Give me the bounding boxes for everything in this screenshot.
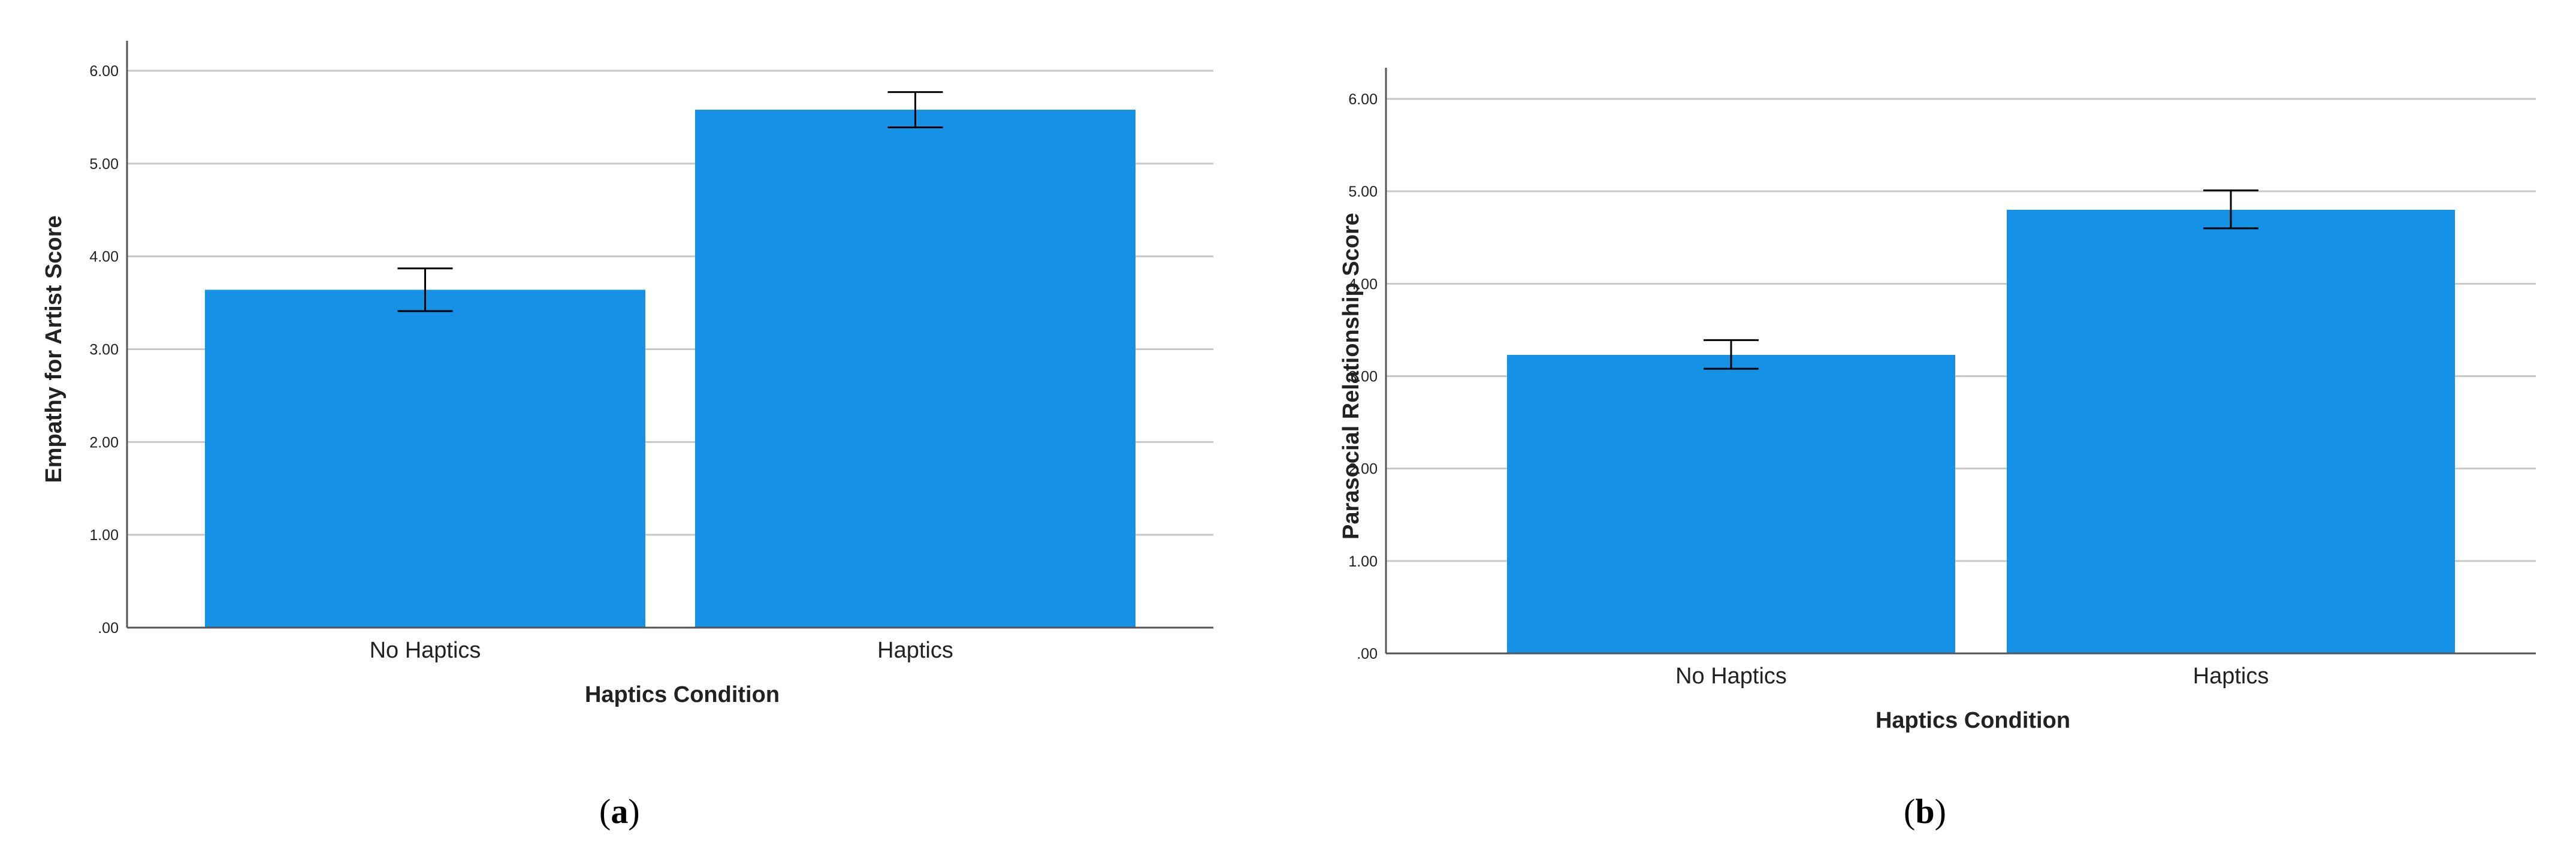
bar-haptics bbox=[2007, 210, 2455, 653]
y-tick-label: 6.00 bbox=[1348, 91, 1378, 108]
y-axis-title: Parasocial Relationship Score bbox=[1339, 213, 1364, 540]
x-category-label: No Haptics bbox=[1675, 664, 1787, 689]
caption-a: (a) bbox=[599, 792, 640, 831]
chart-a-svg: .00 1.00 2.00 3.00 4.00 5.00 6.00 No Haptics Hap… bbox=[41, 41, 1213, 707]
y-tick-label: 5.00 bbox=[89, 156, 119, 173]
y-tick-label: .00 bbox=[98, 620, 119, 637]
y-tick-label: 3.00 bbox=[1348, 369, 1378, 385]
chart-b-svg: .00 1.00 2.00 3.00 4.00 5.00 6.00 No Haptics Hap… bbox=[1339, 68, 2536, 733]
bar-no-haptics bbox=[1507, 355, 1955, 653]
x-axis-title: Haptics Condition bbox=[1876, 708, 2070, 733]
y-tick-label: 6.00 bbox=[89, 63, 119, 80]
y-axis-title: Empathy for Artist Score bbox=[41, 215, 67, 483]
y-tick-label: .00 bbox=[1357, 646, 1378, 662]
x-axis-title: Haptics Condition bbox=[585, 682, 780, 707]
x-category-label: Haptics bbox=[2193, 664, 2269, 689]
y-tick-label: 1.00 bbox=[89, 527, 119, 544]
y-tick-label: 2.00 bbox=[1348, 461, 1378, 478]
caption-b-label: b bbox=[1915, 792, 1935, 831]
caption-b: (b) bbox=[1904, 792, 1946, 831]
y-tick-label: 5.00 bbox=[1348, 183, 1378, 200]
bar-haptics bbox=[695, 110, 1136, 628]
chart-panel-a: .00 1.00 2.00 3.00 4.00 5.00 6.00 No Haptics Hap… bbox=[41, 41, 1213, 831]
y-tick-label: 4.00 bbox=[89, 249, 119, 266]
bar-no-haptics bbox=[205, 290, 645, 628]
y-tick-label: 4.00 bbox=[1348, 276, 1378, 293]
chart-panel-b: .00 1.00 2.00 3.00 4.00 5.00 6.00 No Haptics Hap… bbox=[1288, 0, 2576, 868]
y-tick-label: 1.00 bbox=[1348, 553, 1378, 570]
x-category-label: No Haptics bbox=[370, 638, 481, 663]
caption-a-label: a bbox=[611, 792, 629, 831]
y-tick-label: 2.00 bbox=[89, 434, 119, 451]
y-tick-label: 3.00 bbox=[89, 342, 119, 358]
x-category-label: Haptics bbox=[877, 638, 953, 663]
